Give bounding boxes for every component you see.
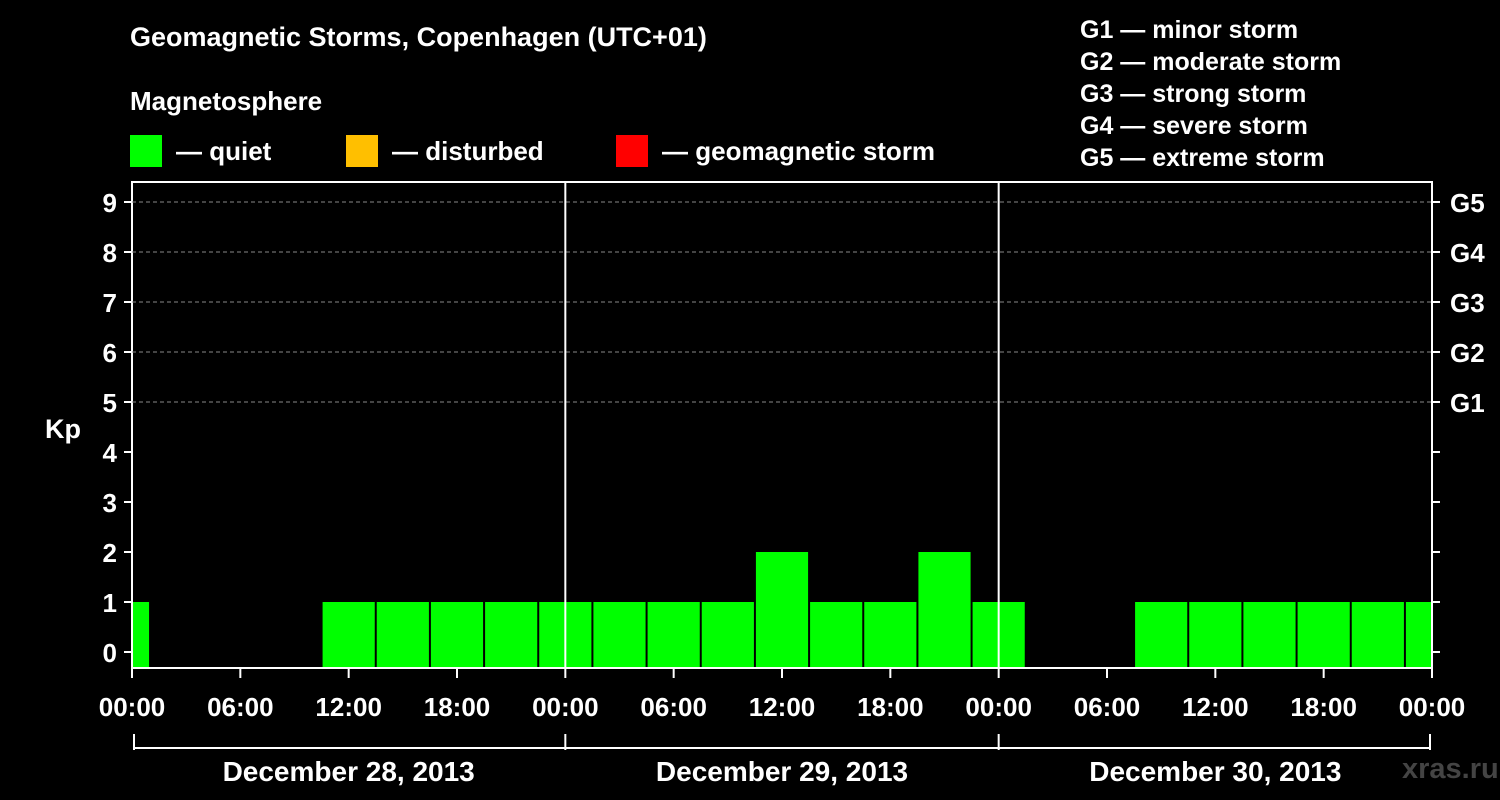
y-tick-label: 0 — [103, 638, 117, 668]
kp-bar — [593, 602, 646, 667]
storm-scale-g2: G2 — moderate storm — [1080, 48, 1342, 76]
x-tick-label: 06:00 — [640, 692, 707, 722]
kp-bar — [701, 602, 754, 667]
kp-bar — [1135, 602, 1188, 667]
y-tick-label: 3 — [103, 488, 117, 518]
kp-bar — [1243, 602, 1296, 667]
y-tick-label: 7 — [103, 288, 117, 318]
chart-title: Geomagnetic Storms, Copenhagen (UTC+01) — [130, 22, 707, 52]
legend-item-disturbed: — disturbed — [346, 134, 544, 168]
kp-bar — [1189, 602, 1242, 667]
kp-bar — [485, 602, 538, 667]
kp-bar — [376, 602, 429, 667]
storm-scale-g4: G4 — severe storm — [1080, 112, 1308, 140]
x-tick-label: 00:00 — [965, 692, 1032, 722]
kp-bar — [755, 552, 809, 667]
day-label: December 28, 2013 — [223, 756, 475, 787]
legend-swatch-storm — [616, 135, 648, 167]
legend-swatch-disturbed — [346, 135, 378, 167]
kp-bar — [430, 602, 484, 667]
legend-item-storm: — geomagnetic storm — [616, 134, 935, 168]
kp-bar — [1297, 602, 1350, 667]
g-scale-label: G5 — [1450, 188, 1485, 218]
storm-scale-list: G1 — minor storm G2 — moderate storm G3 … — [1080, 14, 1341, 174]
y-tick-label: 4 — [103, 438, 118, 468]
kp-bar — [322, 602, 375, 667]
kp-bar — [810, 602, 863, 667]
kp-bar — [864, 602, 917, 667]
y-tick-label: 8 — [103, 238, 117, 268]
x-tick-label: 00:00 — [99, 692, 166, 722]
legend-label-quiet: — quiet — [176, 135, 272, 166]
legend-item-quiet: — quiet — [130, 134, 271, 168]
storm-scale-g1: G1 — minor storm — [1080, 16, 1299, 44]
x-tick-label: 06:00 — [1074, 692, 1141, 722]
y-tick-label: 5 — [103, 388, 117, 418]
day-label: December 30, 2013 — [1089, 756, 1341, 787]
x-tick-label: 18:00 — [857, 692, 924, 722]
x-tick-label: 12:00 — [315, 692, 382, 722]
x-tick-label: 00:00 — [532, 692, 599, 722]
storm-scale-g5: G5 — extreme storm — [1080, 144, 1325, 172]
watermark: xras.ru — [1402, 753, 1499, 785]
x-tick-label: 12:00 — [1182, 692, 1249, 722]
storm-scale-g3: G3 — strong storm — [1080, 80, 1307, 108]
x-tick-label: 18:00 — [1290, 692, 1357, 722]
chart-subtitle: Magnetosphere — [130, 86, 323, 116]
legend-label-disturbed: — disturbed — [392, 135, 544, 166]
x-tick-label: 06:00 — [207, 692, 274, 722]
y-tick-label: 9 — [103, 188, 117, 218]
y-tick-label: 1 — [103, 588, 117, 618]
y-tick-label: 2 — [103, 538, 117, 568]
legend-swatch-quiet — [130, 135, 162, 167]
y-tick-label: 6 — [103, 338, 117, 368]
g-scale-label: G2 — [1450, 338, 1485, 368]
kp-bar — [1351, 602, 1404, 667]
kp-bar — [1405, 602, 1431, 667]
g-scale-label: G3 — [1450, 288, 1485, 318]
x-tick-label: 18:00 — [424, 692, 491, 722]
day-label: December 29, 2013 — [656, 756, 908, 787]
x-tick-label: 00:00 — [1399, 692, 1466, 722]
g-scale-label: G1 — [1450, 388, 1485, 418]
kp-bar — [647, 602, 700, 667]
kp-bar — [918, 552, 971, 667]
legend-label-storm: — geomagnetic storm — [662, 135, 936, 166]
x-tick-label: 12:00 — [749, 692, 816, 722]
g-scale-label: G4 — [1450, 238, 1485, 268]
y-axis-label: Kp — [45, 414, 81, 444]
kp-bar — [133, 602, 150, 667]
